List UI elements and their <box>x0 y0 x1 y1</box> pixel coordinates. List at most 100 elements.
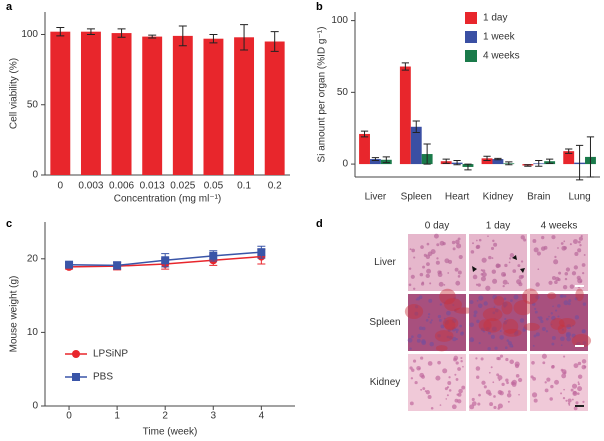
cell <box>551 365 555 368</box>
cell <box>459 324 463 328</box>
cell <box>535 332 540 337</box>
cell <box>503 320 508 325</box>
cell <box>578 236 583 241</box>
cell <box>565 399 568 402</box>
cell <box>451 240 456 245</box>
cell <box>410 377 414 380</box>
bar <box>410 126 422 165</box>
cell <box>551 275 556 280</box>
x-tick-label: 3 <box>210 411 216 422</box>
bar <box>50 31 71 176</box>
cell <box>580 235 583 238</box>
column-label: 0 day <box>425 221 449 232</box>
cell <box>518 377 523 383</box>
cell <box>429 282 432 285</box>
cell <box>426 242 430 246</box>
error-bar <box>178 25 187 47</box>
cell <box>454 309 457 312</box>
panel-label: c <box>6 218 12 230</box>
cell <box>497 375 503 381</box>
cell <box>469 404 475 410</box>
cell <box>409 366 413 370</box>
cell <box>490 366 493 369</box>
cell <box>506 319 509 322</box>
cell <box>481 380 486 385</box>
cell <box>420 388 423 391</box>
cell <box>582 400 585 403</box>
cell <box>532 344 535 347</box>
red-pulp <box>483 318 502 333</box>
cell <box>452 304 455 306</box>
cell <box>490 246 495 250</box>
cell <box>551 315 556 321</box>
cell <box>408 283 412 287</box>
cell <box>492 294 498 300</box>
cell <box>421 281 425 284</box>
cell <box>444 320 449 325</box>
red-pulp <box>493 296 505 306</box>
cell <box>485 326 490 332</box>
cell <box>456 393 459 396</box>
cell <box>560 336 565 342</box>
cell <box>420 356 424 360</box>
cell <box>408 267 412 270</box>
cell <box>451 404 457 410</box>
cell <box>455 328 459 332</box>
cell <box>414 380 418 385</box>
cell <box>546 377 551 382</box>
cell <box>494 318 497 320</box>
bar <box>492 159 504 165</box>
cell <box>480 357 484 361</box>
error-bar <box>494 157 502 161</box>
cell <box>494 308 499 313</box>
cell <box>455 378 459 381</box>
cell <box>541 235 545 240</box>
cell <box>504 263 508 268</box>
cell <box>492 278 498 284</box>
cell <box>473 314 477 318</box>
red-pulp <box>503 328 522 337</box>
red-pulp <box>575 288 584 302</box>
column-label: 4 weeks <box>541 221 578 232</box>
y-tick-label: 0 <box>342 159 348 170</box>
cell <box>502 301 508 307</box>
cell <box>502 279 508 285</box>
cell <box>575 401 579 405</box>
cell <box>497 403 503 409</box>
x-tick-label: 0.025 <box>170 181 195 192</box>
error-bar <box>453 160 461 166</box>
cell <box>563 240 566 243</box>
cell <box>506 392 512 398</box>
x-tick-label: Kidney <box>483 192 514 203</box>
cell <box>542 361 546 365</box>
cell <box>574 315 580 320</box>
cell <box>436 257 439 260</box>
cell <box>515 374 520 378</box>
red-pulp <box>501 301 513 315</box>
cell <box>491 326 497 332</box>
y-axis-label: Mouse weight (g) <box>9 276 20 353</box>
cell <box>414 311 419 316</box>
cell <box>429 341 434 347</box>
cell <box>410 274 415 279</box>
cell <box>573 406 578 411</box>
red-pulp <box>557 324 567 335</box>
x-tick-label: Lung <box>568 192 590 203</box>
marker <box>65 260 74 269</box>
bar <box>359 133 370 165</box>
red-pulp <box>442 316 459 330</box>
cell <box>451 318 457 323</box>
cell <box>461 331 464 334</box>
cell <box>475 357 478 360</box>
cell <box>480 272 484 276</box>
cell <box>509 359 515 365</box>
red-pulp <box>444 298 462 311</box>
cell <box>492 381 495 384</box>
cell <box>492 239 495 243</box>
cell <box>414 305 419 309</box>
cell <box>420 245 424 249</box>
cell <box>483 301 488 306</box>
cell <box>549 397 553 401</box>
